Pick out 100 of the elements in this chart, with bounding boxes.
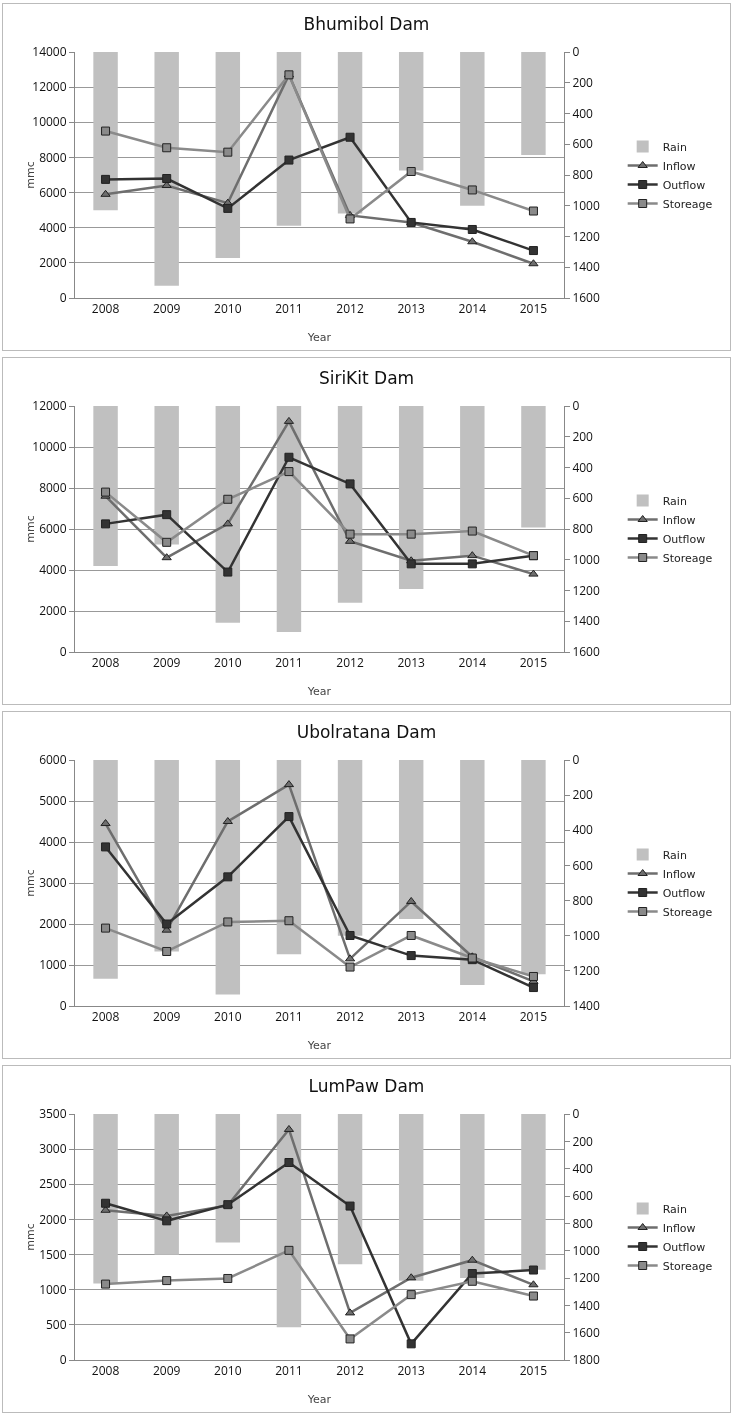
y-tick-label: 0 (59, 997, 67, 1015)
legend-label: Rain (662, 1202, 687, 1216)
y-tick-label: 10000 (32, 438, 67, 456)
y2-tick-label: 1200 (572, 581, 600, 599)
x-tick-label: 2011 (275, 654, 303, 672)
x-tick-label: 2012 (336, 1008, 364, 1026)
y-tick-label: 5000 (39, 792, 67, 810)
y-axis-title: mmc (24, 161, 38, 189)
y-tick-label: 4000 (39, 561, 67, 579)
x-tick-label: 2013 (397, 1362, 426, 1380)
y2-tick-label: 600 (572, 856, 594, 874)
legend-label: Inflow (662, 867, 696, 881)
x-tick-label: 2011 (275, 1362, 303, 1380)
y2-tick-label: 400 (572, 821, 594, 839)
x-tick-label: 2010 (214, 300, 242, 318)
chart-title: Bhumibol Dam (303, 13, 430, 34)
y-tick-label: 8000 (39, 148, 67, 166)
y2-tick-label: 1600 (572, 643, 600, 661)
x-tick-label: 2015 (519, 1362, 548, 1380)
chart-title: Ubolratana Dam (296, 721, 437, 742)
chart-title: SiriKit Dam (318, 367, 415, 388)
y-tick-label: 6000 (39, 751, 67, 769)
y2-tick-label: 200 (572, 1132, 594, 1150)
x-tick-label: 2008 (91, 300, 120, 318)
legend-label: Rain (662, 140, 687, 154)
x-axis-title: Year (306, 1039, 332, 1052)
y2-tick-label: 0 (572, 751, 580, 769)
x-tick-label: 2008 (91, 654, 120, 672)
y2-tick-label: 400 (572, 458, 594, 476)
x-tick-label: 2012 (336, 300, 364, 318)
y2-tick-label: 0 (572, 397, 580, 415)
y2-tick-label: 200 (572, 786, 594, 804)
y2-tick-label: 0 (572, 43, 580, 61)
x-tick-label: 2013 (397, 1008, 426, 1026)
legend-label: Storeage (662, 905, 713, 919)
x-tick-label: 2010 (214, 654, 242, 672)
x-tick-label: 2015 (519, 654, 548, 672)
y2-tick-label: 200 (572, 427, 594, 445)
y-tick-label: 6000 (39, 520, 67, 538)
y2-tick-label: 800 (572, 166, 594, 184)
legend-label: Outflow (662, 532, 706, 546)
y-tick-label: 3500 (39, 1105, 67, 1123)
x-axis-title: Year (306, 685, 332, 698)
legend-label: Storeage (662, 1259, 713, 1273)
y-tick-label: 2000 (39, 915, 67, 933)
y2-tick-label: 400 (572, 104, 594, 122)
y2-tick-label: 800 (572, 891, 594, 909)
y-tick-label: 3000 (39, 1140, 67, 1158)
legend-label: Outflow (662, 1240, 706, 1254)
y2-tick-label: 1400 (572, 612, 600, 630)
y-tick-label: 2000 (39, 1210, 67, 1228)
y-tick-label: 2000 (39, 602, 67, 620)
y-tick-label: 8000 (39, 479, 67, 497)
y-tick-label: 500 (46, 1316, 67, 1334)
legend-label: Inflow (662, 1221, 696, 1235)
y2-tick-label: 1000 (572, 196, 600, 214)
x-tick-label: 2008 (91, 1362, 120, 1380)
y-tick-label: 4000 (39, 833, 67, 851)
x-tick-label: 2015 (519, 300, 548, 318)
y2-tick-label: 400 (572, 1159, 594, 1177)
y2-tick-label: 200 (572, 73, 594, 91)
y2-tick-label: 1600 (572, 289, 600, 307)
y2-tick-label: 600 (572, 1187, 594, 1205)
legend-label: Outflow (662, 178, 706, 192)
y-tick-label: 4000 (39, 218, 67, 236)
y-axis-title: mmc (24, 869, 38, 897)
y-axis-title: mmc (24, 515, 38, 543)
y2-tick-label: 1000 (572, 1241, 600, 1259)
y-axis-title: mmc (24, 1223, 38, 1251)
y2-tick-label: 600 (572, 489, 594, 507)
legend-label: Storeage (662, 197, 713, 211)
y2-tick-label: 800 (572, 520, 594, 538)
x-tick-label: 2012 (336, 654, 364, 672)
y2-tick-label: 1200 (572, 962, 600, 980)
y-tick-label: 12000 (32, 397, 67, 415)
y-tick-label: 2500 (39, 1175, 67, 1193)
legend-label: Rain (662, 494, 687, 508)
x-tick-label: 2010 (214, 1362, 242, 1380)
y-tick-label: 1000 (39, 956, 67, 974)
x-tick-label: 2015 (519, 1008, 548, 1026)
y2-tick-label: 1400 (572, 1296, 600, 1314)
y-tick-label: 1000 (39, 1280, 67, 1298)
x-tick-label: 2013 (397, 654, 426, 672)
legend-label: Storeage (662, 551, 713, 565)
x-axis-title: Year (306, 1393, 332, 1406)
x-tick-label: 2011 (275, 300, 303, 318)
x-tick-label: 2012 (336, 1362, 364, 1380)
y2-tick-label: 1400 (572, 258, 600, 276)
y-tick-label: 1500 (39, 1245, 67, 1263)
chart-title: LumPaw Dam (308, 1075, 425, 1096)
y-tick-label: 10000 (32, 113, 67, 131)
x-tick-label: 2011 (275, 1008, 303, 1026)
y-tick-label: 0 (59, 289, 67, 307)
x-tick-label: 2013 (397, 300, 426, 318)
y2-tick-label: 0 (572, 1105, 580, 1123)
x-tick-label: 2008 (91, 1008, 120, 1026)
y-tick-label: 2000 (39, 254, 67, 272)
y2-tick-label: 1000 (572, 550, 600, 568)
y2-tick-label: 1600 (572, 1323, 600, 1341)
y2-tick-label: 1800 (572, 1351, 600, 1369)
